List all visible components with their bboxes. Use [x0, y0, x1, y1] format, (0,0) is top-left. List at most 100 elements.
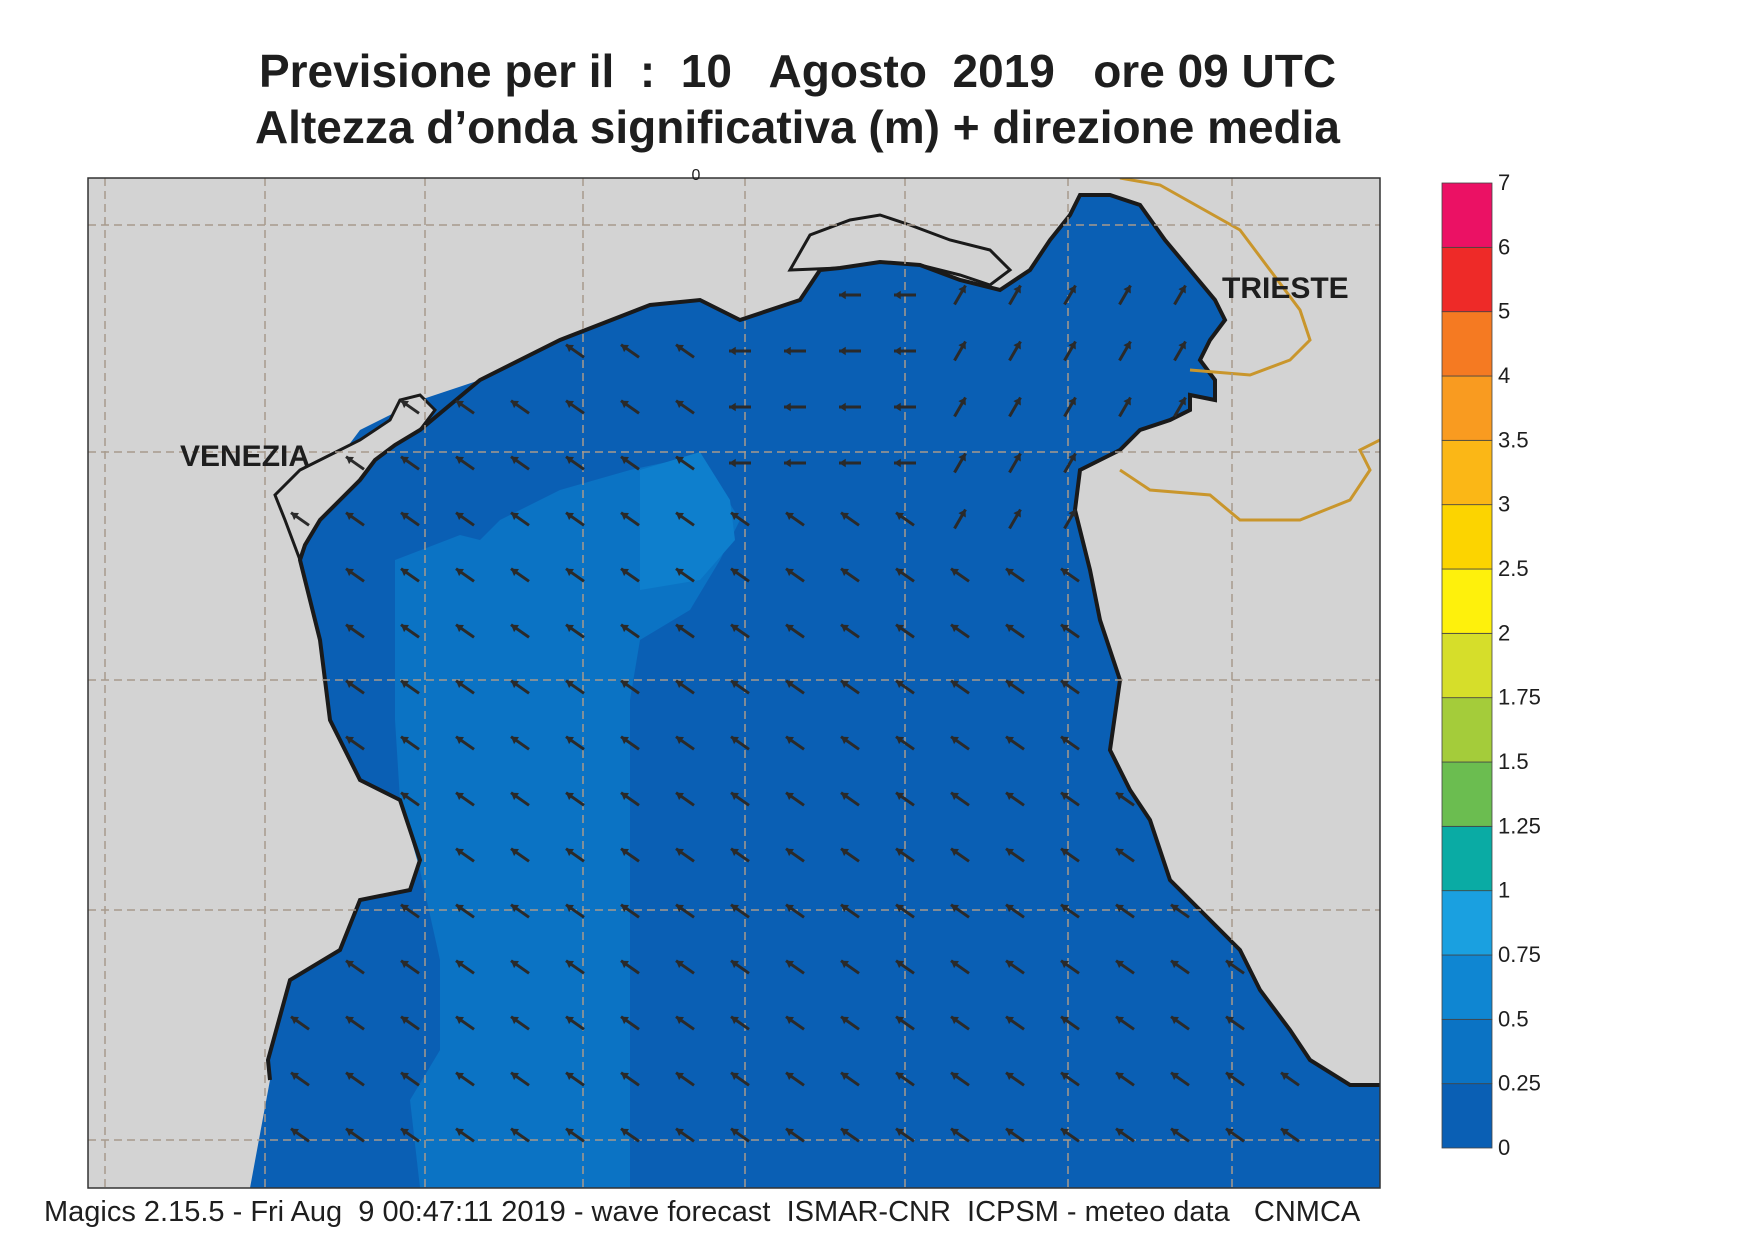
wave-arrow-head — [455, 680, 464, 689]
wave-arrow-head — [1115, 848, 1124, 857]
wave-arrow-head — [785, 512, 794, 521]
wave-arrow-head — [510, 1128, 519, 1137]
wave-arrow-head — [895, 1016, 904, 1025]
wave-arrow-head — [895, 960, 904, 969]
wave-arrow-head — [675, 1016, 684, 1025]
wave-arrow-head — [894, 346, 901, 356]
wave-arrow-head — [400, 400, 409, 409]
wave-arrow-head — [455, 792, 464, 801]
wave-arrow-head — [565, 456, 574, 465]
wave-arrow-head — [455, 456, 464, 465]
wave-arrow-head — [1005, 736, 1014, 745]
wave-arrow-head — [1170, 960, 1179, 969]
wave-arrow-head — [620, 1016, 629, 1025]
wave-arrow-head — [1060, 792, 1069, 801]
wave-arrow-head — [400, 680, 409, 689]
wave-arrow-head — [620, 568, 629, 577]
wave-arrow-head — [455, 624, 464, 633]
city-label-venezia: VENEZIA — [180, 440, 311, 473]
wave-arrow-head — [345, 960, 354, 969]
wave-arrow-head — [510, 792, 519, 801]
wave-arrow-head — [950, 624, 959, 633]
istria-land — [1075, 400, 1380, 1085]
wave-arrow-head — [510, 1016, 519, 1025]
wave-arrow-head — [839, 346, 846, 356]
wave-arrow-head — [510, 456, 519, 465]
wave-arrow-head — [840, 512, 849, 521]
wave-arrow-head — [1005, 624, 1014, 633]
colorbar-swatch — [1441, 504, 1493, 570]
wave-arrow-head — [675, 400, 684, 409]
wave-arrow-head — [730, 848, 739, 857]
wave-arrow-head — [1005, 904, 1014, 913]
wave-arrow-head — [675, 624, 684, 633]
wave-arrow-head — [1005, 1016, 1014, 1025]
wave-arrow-head — [1060, 848, 1069, 857]
colorbar-tick-label: 1 — [1498, 878, 1510, 903]
wave-arrow-head — [565, 512, 574, 521]
wave-arrow-head — [1060, 568, 1069, 577]
colorbar-tick-label: 6 — [1498, 234, 1510, 259]
wave-arrow-head — [510, 624, 519, 633]
colorbar-swatch — [1441, 761, 1493, 827]
wave-arrow-head — [950, 904, 959, 913]
wave-arrow-head — [895, 680, 904, 689]
wave-arrow-head — [400, 960, 409, 969]
wave-arrow-head — [290, 512, 299, 521]
colorbar-tick-label: 2.5 — [1498, 556, 1529, 581]
wave-arrow-head — [1178, 397, 1186, 406]
wave-arrow-head — [784, 458, 791, 468]
colorbar-tick-label: 3.5 — [1498, 427, 1529, 452]
wave-arrow-head — [400, 1016, 409, 1025]
graticule — [88, 178, 1380, 1188]
wave-arrow-head — [1178, 341, 1186, 350]
wave-arrow-head — [730, 904, 739, 913]
wave-arrow-head — [1170, 1128, 1179, 1137]
colorbar-tick-label: 5 — [1498, 299, 1510, 324]
colorbar-swatch — [1441, 311, 1493, 377]
wave-arrow-head — [895, 904, 904, 913]
wave-arrow-head — [1060, 1072, 1069, 1081]
wave-arrow-head — [510, 400, 519, 409]
colorbar-swatch — [1441, 1018, 1493, 1085]
wave-arrow-head — [400, 456, 409, 465]
wave-arrow-head — [730, 1128, 739, 1137]
wave-arrow-head — [958, 453, 966, 462]
wave-arrow-head — [894, 458, 901, 468]
wave-arrow-head — [785, 624, 794, 633]
wave-arrow-head — [1013, 285, 1021, 294]
wave-arrow-head — [894, 402, 901, 412]
wave-arrow-head — [675, 792, 684, 801]
wave-arrow-head — [1068, 341, 1076, 350]
colorbar-tick-label: 4 — [1498, 363, 1510, 388]
wave-arrow-head — [565, 624, 574, 633]
wave-arrow-head — [1060, 1016, 1069, 1025]
wave-arrow-head — [510, 512, 519, 521]
wave-arrow-head — [895, 512, 904, 521]
wave-arrow-head — [730, 960, 739, 969]
wave-arrow-head — [785, 680, 794, 689]
wave-arrow-head — [675, 960, 684, 969]
wave-arrow-head — [510, 680, 519, 689]
wave-arrow-head — [675, 736, 684, 745]
wave-arrow-head — [730, 512, 739, 521]
colorbar: 0 0.25 0.5 0.75 1 1.25 1.5 1.75 2 2.5 3 3.5 4 5 6 7 — [1441, 170, 1541, 1160]
wave-arrow-head — [958, 285, 966, 294]
wave-arrow-head — [950, 1128, 959, 1137]
wave-arrow-head — [785, 904, 794, 913]
wave-arrow-head — [950, 960, 959, 969]
wave-arrow-head — [455, 512, 464, 521]
colorbar-swatch — [1441, 890, 1493, 956]
colorbar-swatch — [1441, 632, 1493, 699]
wave-arrow-head — [730, 624, 739, 633]
wave-arrow-head — [620, 456, 629, 465]
wave-arrow-head — [839, 458, 846, 468]
wave-arrow-head — [345, 624, 354, 633]
colorbar-swatch — [1441, 182, 1493, 248]
wave-arrow-head — [565, 344, 574, 353]
wave-arrow-head — [510, 568, 519, 577]
wave-arrow-head — [1178, 285, 1186, 294]
wave-arrow-head — [1225, 960, 1234, 969]
wave-arrow-head — [400, 904, 409, 913]
